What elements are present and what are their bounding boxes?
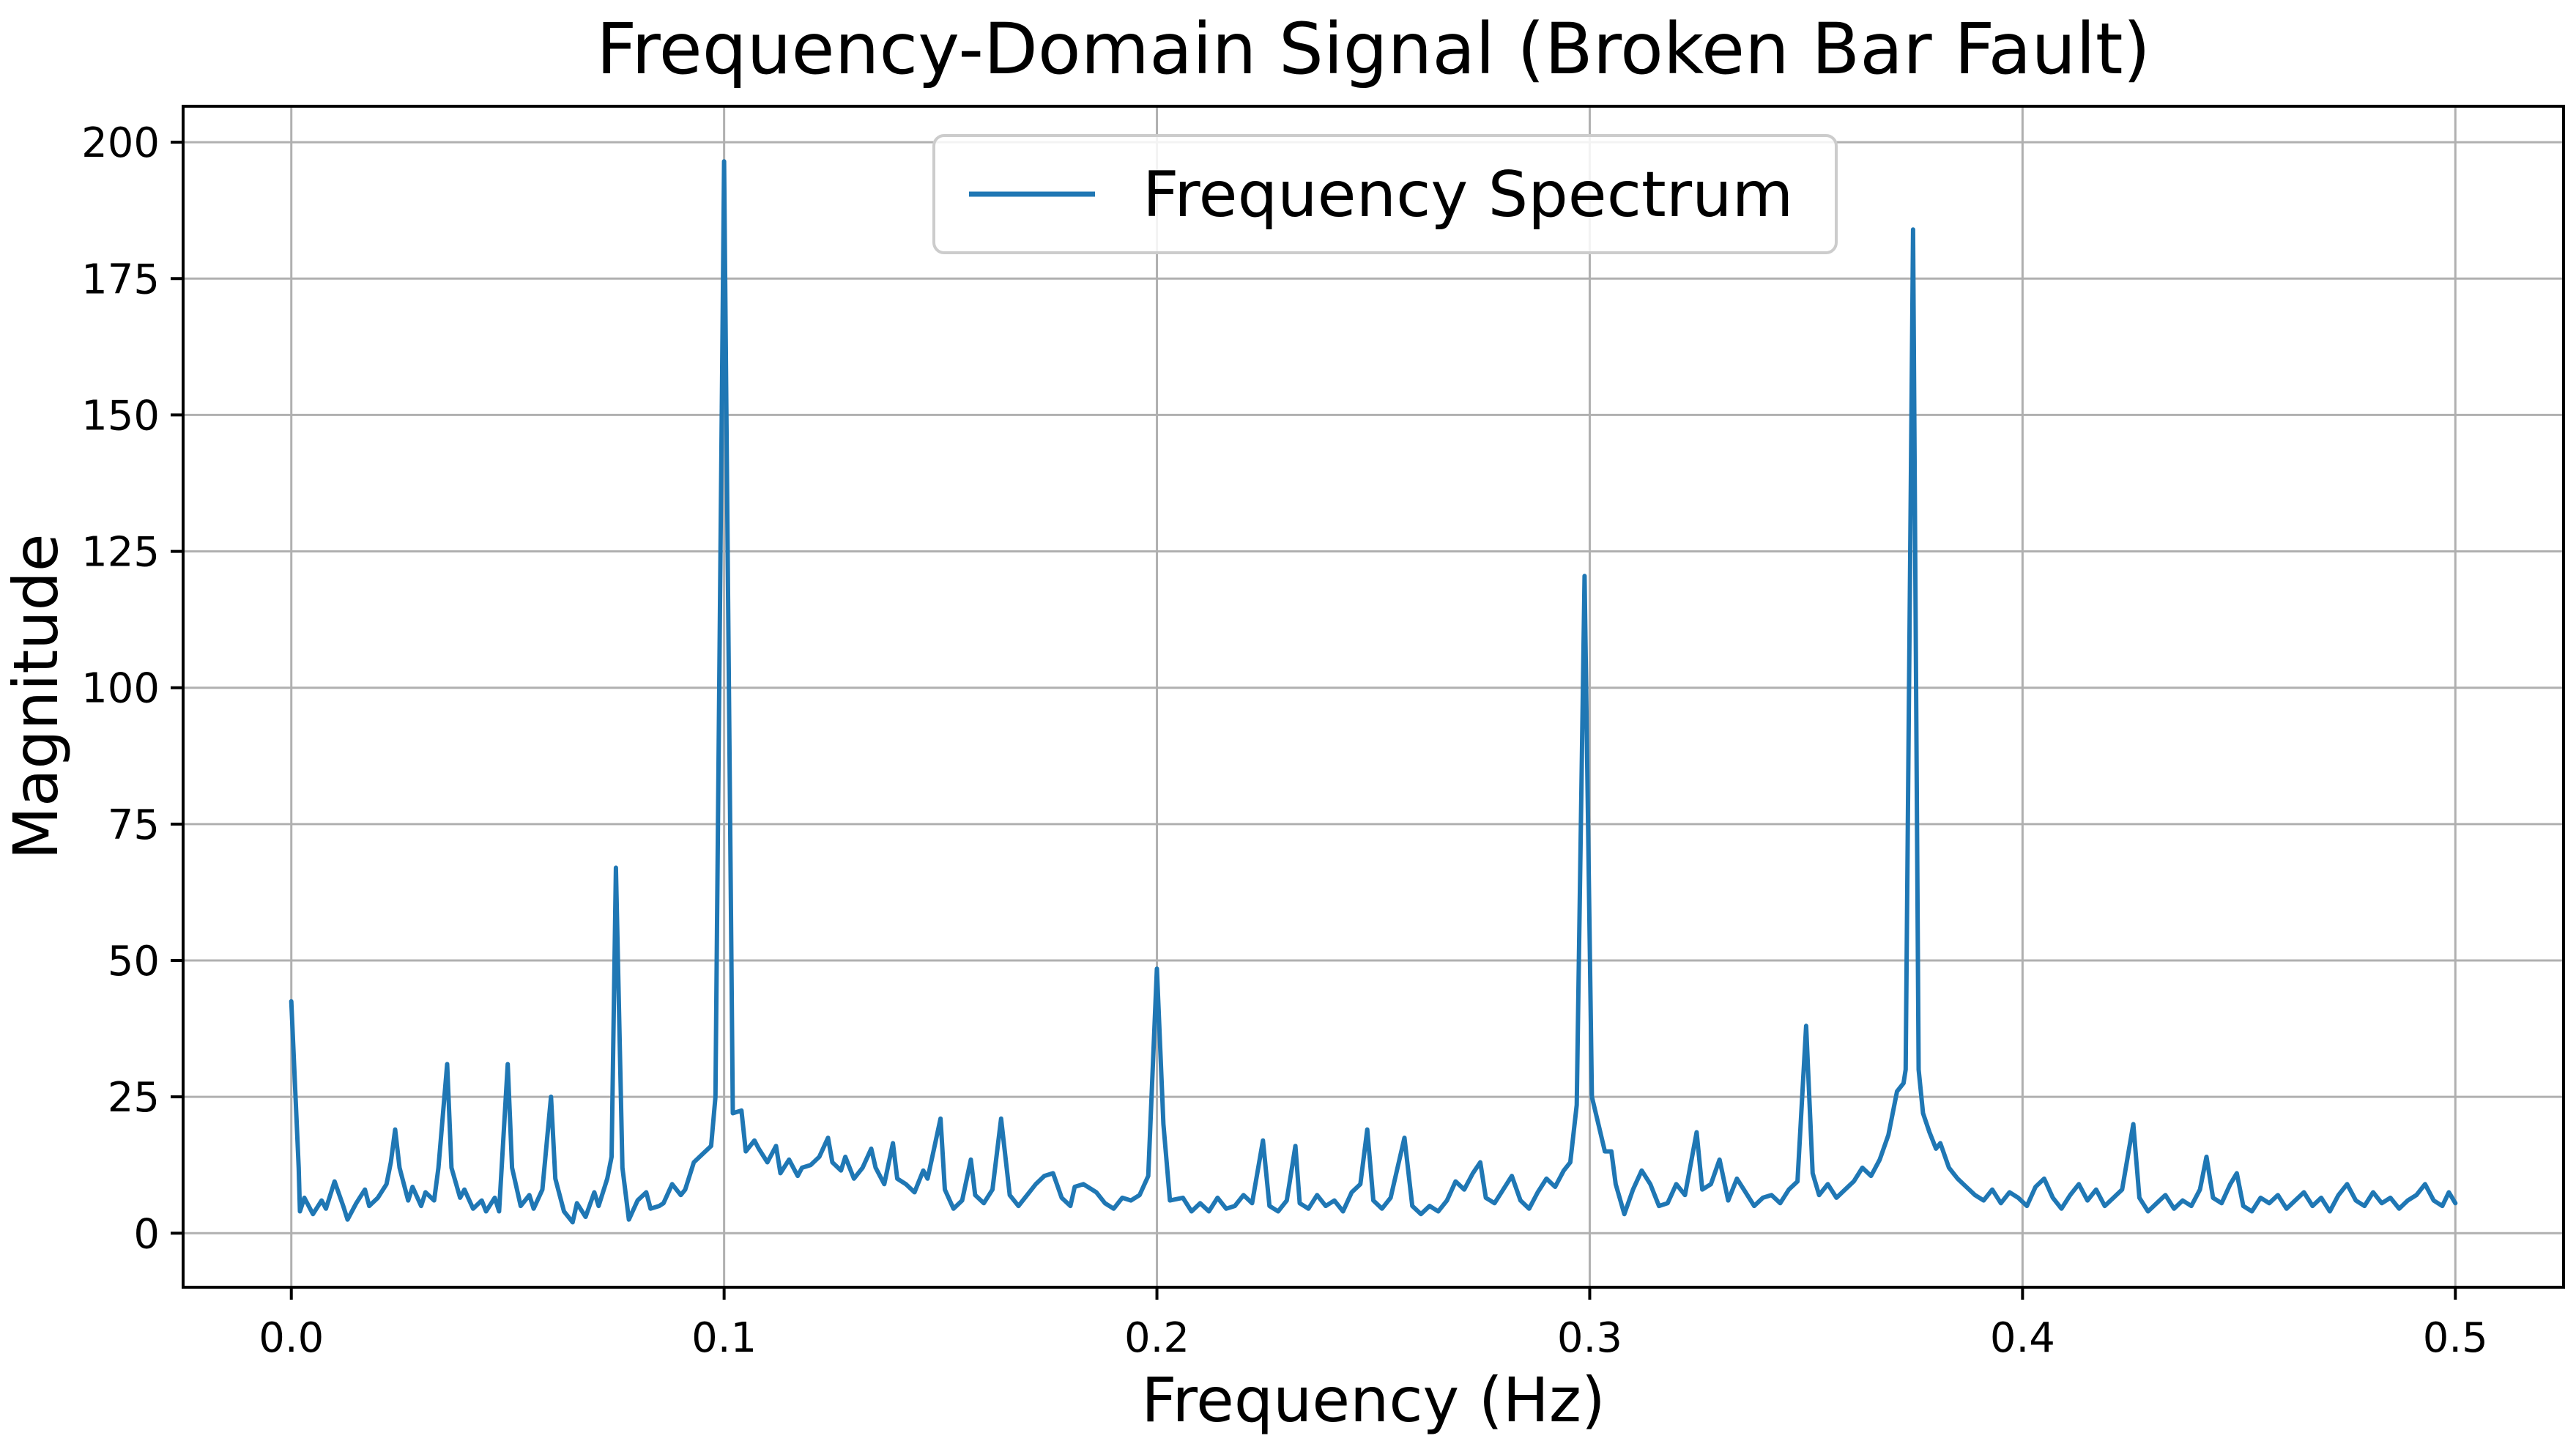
spectrum-line-layer bbox=[289, 159, 2458, 1225]
y-tick-label: 200 bbox=[81, 119, 160, 167]
legend: Frequency Spectrum bbox=[932, 134, 1838, 254]
legend-label: Frequency Spectrum bbox=[1143, 158, 1793, 232]
chart-title: Frequency-Domain Signal (Broken Bar Faul… bbox=[596, 8, 2150, 90]
spectrum-line bbox=[289, 159, 2458, 1225]
x-axis-label: Frequency (Hz) bbox=[1141, 1364, 1605, 1436]
y-tick-label: 25 bbox=[108, 1074, 160, 1122]
legend-frame bbox=[932, 134, 1838, 254]
y-tick-label: 175 bbox=[81, 256, 160, 303]
y-axis-label: Magnitude bbox=[0, 533, 72, 859]
y-tick-labels: 0 25 50 75 100 125 150 175 200 bbox=[81, 119, 160, 1258]
x-tick-label: 0.5 bbox=[2423, 1314, 2488, 1362]
x-tick-labels: 0.0 0.1 0.2 0.3 0.4 0.5 bbox=[259, 1314, 2488, 1362]
y-tick-label: 100 bbox=[81, 665, 160, 713]
axes-spines bbox=[182, 105, 2565, 1289]
y-tick-label: 150 bbox=[81, 392, 160, 440]
x-tick-label: 0.2 bbox=[1124, 1314, 1189, 1362]
y-tick-label: 75 bbox=[108, 801, 160, 849]
x-tick-label: 0.0 bbox=[259, 1314, 324, 1362]
x-tick-label: 0.4 bbox=[1990, 1314, 2055, 1362]
y-tick-label: 50 bbox=[108, 938, 160, 985]
axis-ticks bbox=[171, 141, 2457, 1300]
x-tick-label: 0.1 bbox=[691, 1314, 757, 1362]
grid-lines bbox=[183, 106, 2564, 1287]
y-tick-label: 125 bbox=[81, 529, 160, 577]
x-tick-label: 0.3 bbox=[1557, 1314, 1622, 1362]
y-tick-label: 0 bbox=[133, 1210, 160, 1258]
